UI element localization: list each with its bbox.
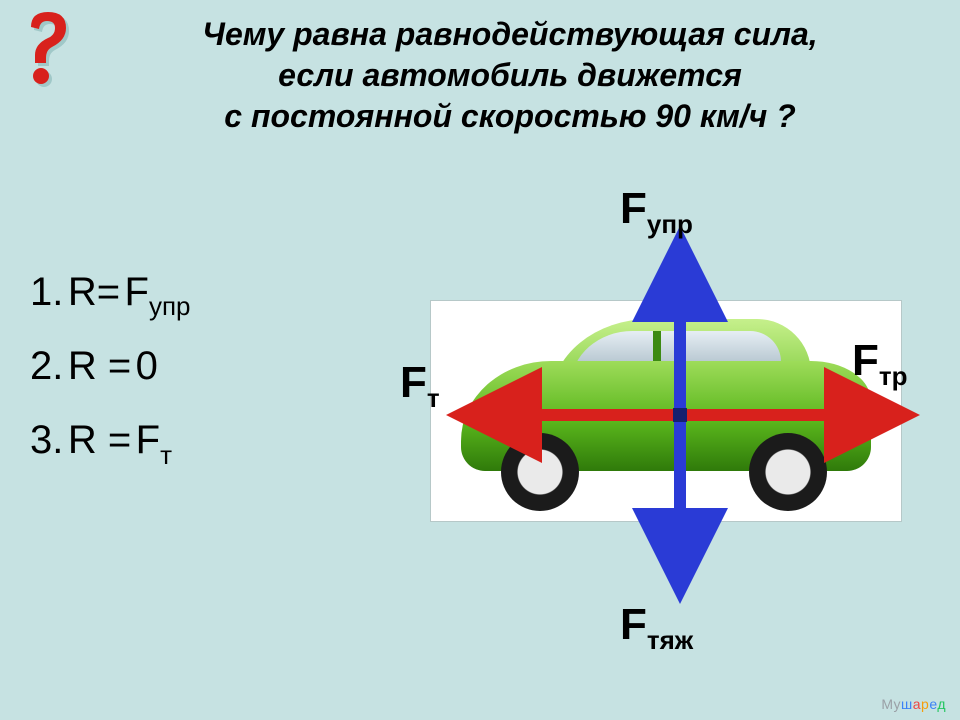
watermark-prefix: My xyxy=(881,696,901,712)
question-mark-icon xyxy=(18,10,78,90)
title-line3: с постоянной скоростью 90 км/ч ? xyxy=(224,98,795,134)
title-line1: Чему равна равнодействующая сила, xyxy=(202,16,817,52)
car-box xyxy=(430,300,902,522)
watermark: Myшаред xyxy=(881,696,946,712)
car-wheel-front xyxy=(501,433,579,511)
force-diagram xyxy=(430,300,900,520)
answer-option-1[interactable]: 1. R= Fупр xyxy=(30,270,191,316)
watermark-letter: ш xyxy=(901,696,913,712)
label-F-tr: Fтр xyxy=(852,336,908,386)
label-F-t: Fт xyxy=(400,358,440,408)
car-wheel-rear xyxy=(749,433,827,511)
title-line2: если автомобиль движется xyxy=(278,57,742,93)
watermark-letter: д xyxy=(937,696,946,712)
answer-option-3[interactable]: 3. R = Fт xyxy=(30,418,191,464)
watermark-letter: а xyxy=(913,696,921,712)
car-headlight xyxy=(467,407,501,429)
question-title: Чему равна равнодействующая сила, если а… xyxy=(90,14,930,137)
label-F-tyazh: Fтяж xyxy=(620,600,693,650)
label-F-upr: Fупр xyxy=(620,184,693,234)
answer-option-2[interactable]: 2. R = 0 xyxy=(30,344,191,390)
answer-list: 1. R= Fупр 2. R = 0 3. R = Fт xyxy=(30,270,191,493)
